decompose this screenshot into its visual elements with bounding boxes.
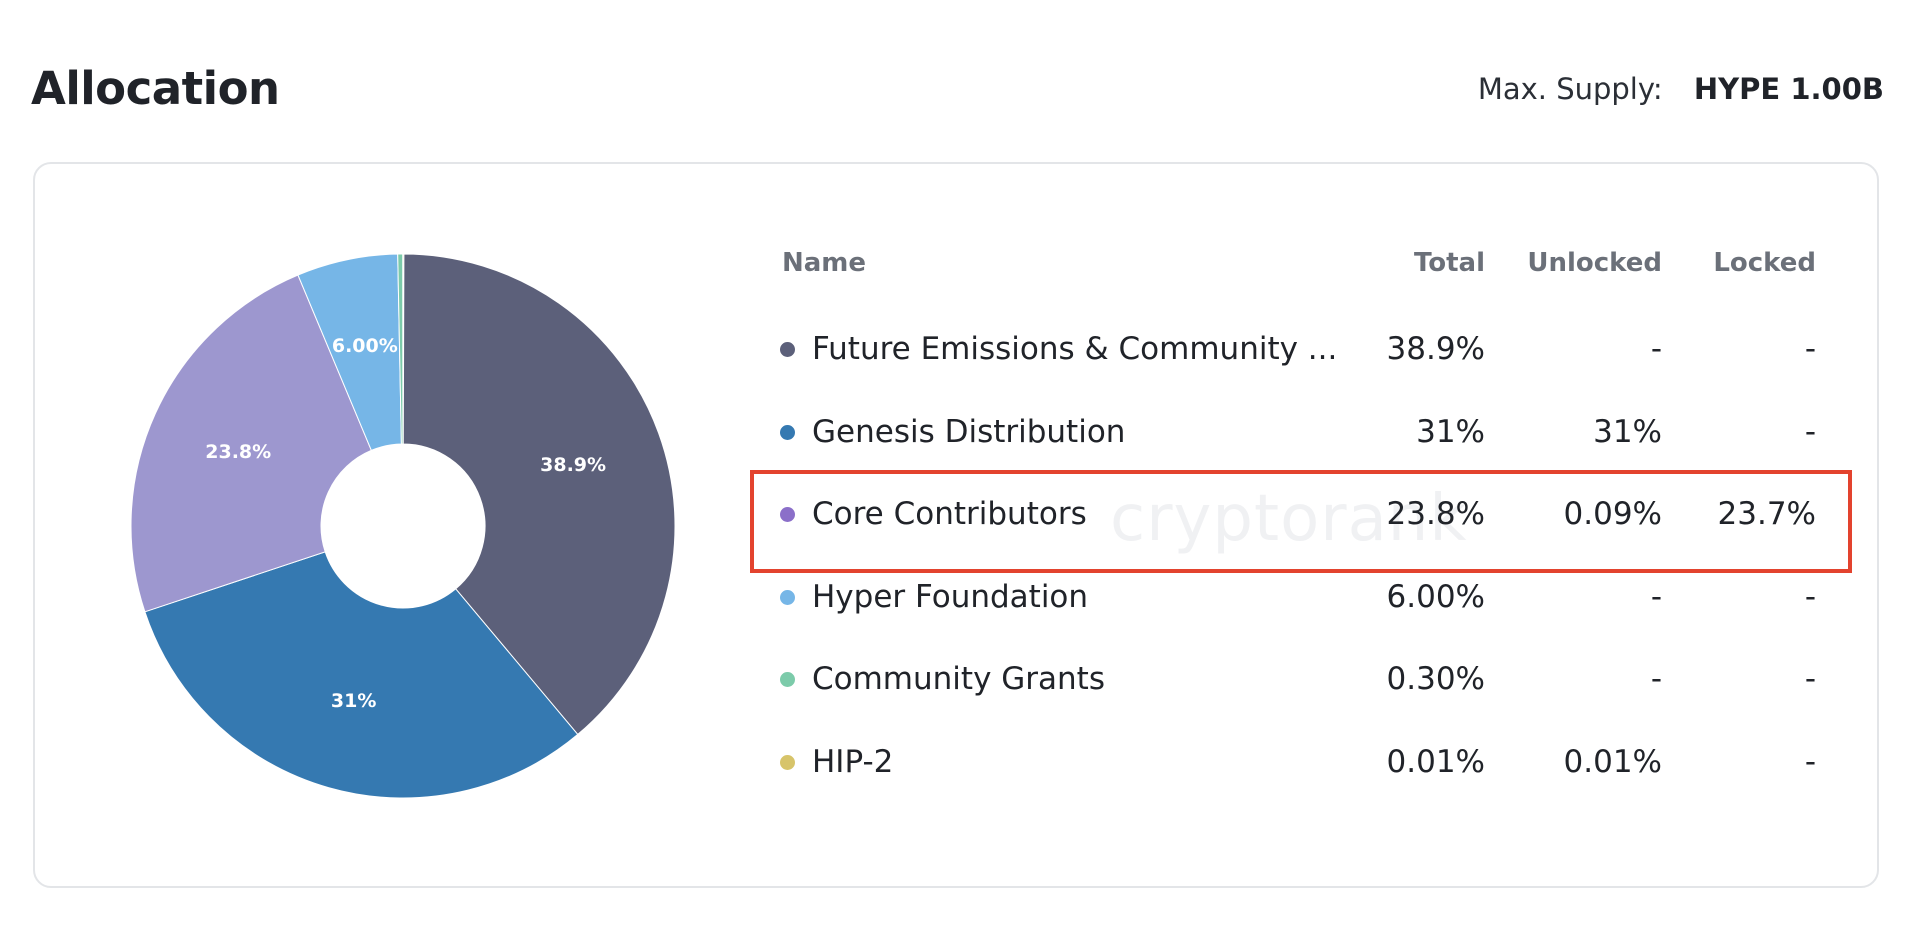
table-cell-locked: -: [1804, 661, 1816, 697]
table-cell-locked: 23.7%: [1717, 496, 1816, 532]
table-cell-total: 23.8%: [1386, 496, 1485, 532]
table-row-name: Future Emissions & Community ...: [780, 331, 1337, 367]
legend-dot-icon: [780, 589, 795, 605]
pie-slice-5[interactable]: [402, 253, 405, 445]
table-cell-total: 31%: [1416, 414, 1485, 450]
allocation-card: 38.9% 31% 23.8% 6.00% cryptorank Name Total U…: [33, 162, 1879, 888]
legend-dot-icon: [780, 341, 795, 357]
legend-dot-icon: [780, 671, 795, 687]
table-header-locked: Locked: [1713, 248, 1816, 278]
table-header-total: Total: [1413, 248, 1485, 278]
table-cell-unlocked: 0.09%: [1563, 496, 1662, 532]
table-header-unlocked: Unlocked: [1527, 248, 1662, 278]
pie-slice-label-2: 23.8%: [205, 441, 271, 463]
table-row-name: HIP-2: [780, 744, 893, 780]
table-header-name: Name: [782, 248, 867, 278]
pie-slice-0[interactable]: [402, 253, 676, 736]
table-row-name: Core Contributors: [780, 496, 1087, 532]
page-title: Allocation: [31, 62, 280, 115]
table-cell-locked: -: [1804, 331, 1816, 367]
pie-slice-label-3: 6.00%: [332, 335, 398, 357]
table-cell-unlocked: 31%: [1593, 414, 1662, 450]
max-supply-value: HYPE 1.00B: [1693, 72, 1884, 106]
allocation-name: Future Emissions & Community ...: [812, 331, 1338, 367]
table-cell-unlocked: -: [1650, 661, 1662, 697]
table-cell-total: 6.00%: [1386, 579, 1485, 615]
watermark: cryptorank: [1110, 482, 1468, 556]
table-cell-total: 0.01%: [1386, 744, 1485, 780]
allocation-name: Core Contributors: [812, 496, 1087, 532]
allocation-name: Genesis Distribution: [812, 414, 1126, 450]
max-supply: Max. Supply: HYPE 1.00B: [1478, 72, 1884, 106]
table-cell-unlocked: -: [1650, 579, 1662, 615]
legend-dot-icon: [780, 754, 795, 770]
allocation-name: Community Grants: [812, 661, 1105, 697]
legend-dot-icon: [780, 506, 795, 522]
allocation-name: HIP-2: [812, 744, 894, 780]
table-cell-total: 38.9%: [1386, 331, 1485, 367]
table-cell-locked: -: [1804, 579, 1816, 615]
max-supply-label: Max. Supply:: [1477, 72, 1663, 106]
pie-slice-label-1: 31%: [331, 690, 376, 712]
allocation-table: Name Total Unlocked Locked Future Emissions …: [35, 164, 1881, 890]
table-cell-unlocked: -: [1650, 331, 1662, 367]
pie-slice-2[interactable]: [130, 274, 372, 613]
table-cell-unlocked: 0.01%: [1563, 744, 1662, 780]
legend-dot-icon: [780, 424, 795, 440]
pie-slice-1[interactable]: [144, 551, 579, 799]
allocation-donut-chart: 38.9% 31% 23.8% 6.00%: [35, 164, 735, 894]
allocation-name: Hyper Foundation: [812, 579, 1089, 615]
table-row-name: Community Grants: [780, 661, 1105, 697]
highlight-box-core-contributors: [750, 470, 1852, 573]
table-cell-locked: -: [1804, 744, 1816, 780]
table-cell-locked: -: [1804, 414, 1816, 450]
table-row-name: Genesis Distribution: [780, 414, 1125, 450]
pie-slice-label-0: 38.9%: [540, 454, 606, 476]
table-cell-total: 0.30%: [1386, 661, 1485, 697]
table-row-name: Hyper Foundation: [780, 579, 1088, 615]
